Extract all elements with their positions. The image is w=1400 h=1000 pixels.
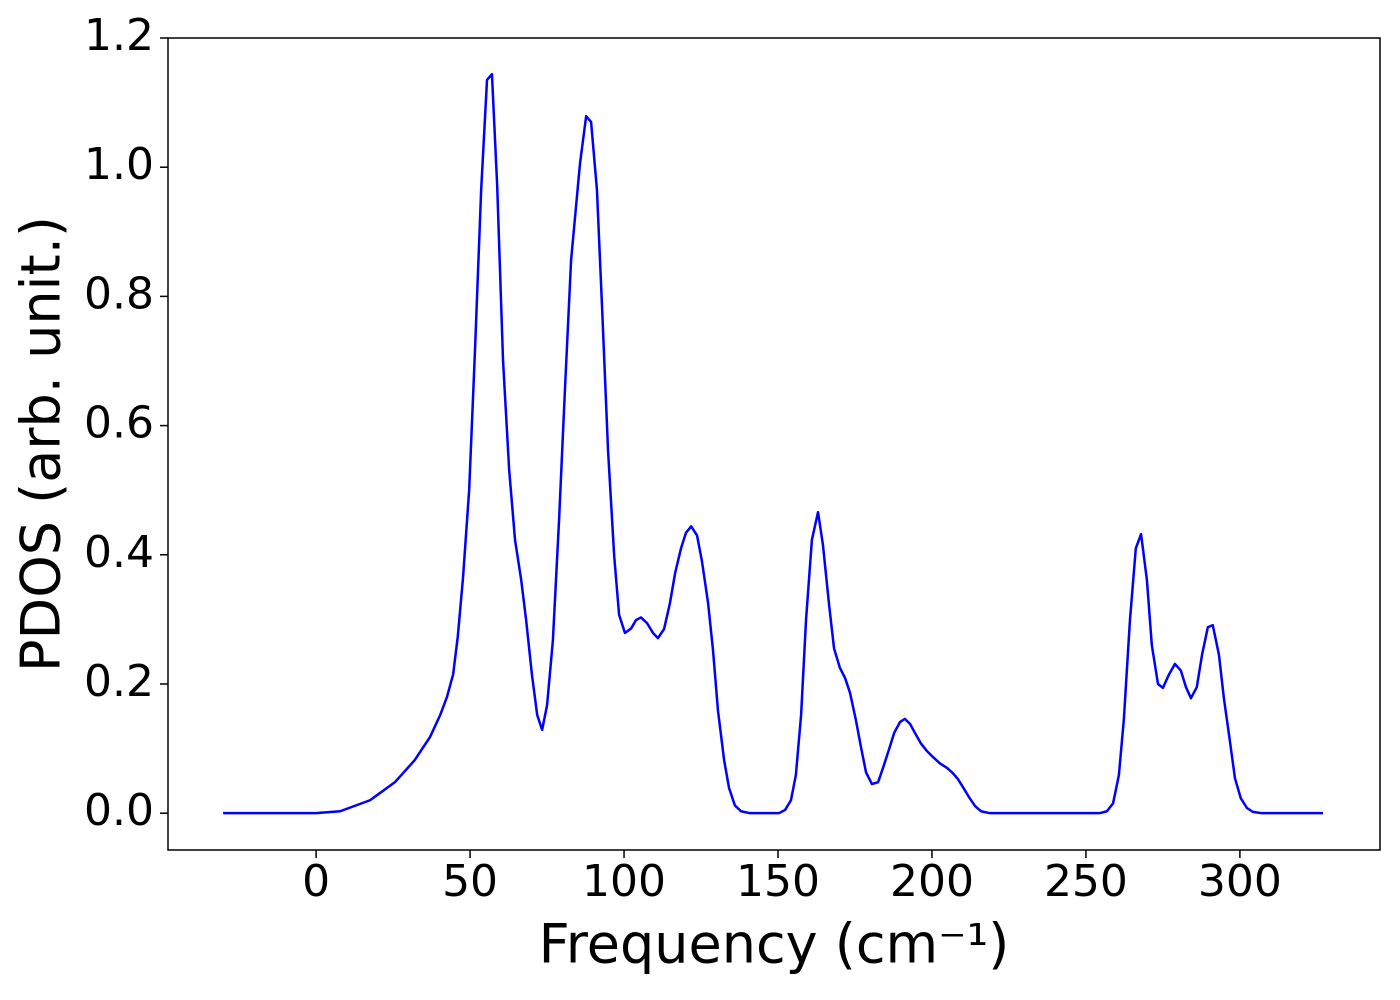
- x-tick-label: 150: [736, 856, 820, 907]
- data-line: [223, 72, 1324, 815]
- y-tick-label: 0.6: [84, 398, 154, 449]
- x-tick-label: 300: [1198, 856, 1282, 907]
- y-tick-label: 0.2: [84, 656, 154, 707]
- x-tick-label: 200: [890, 856, 974, 907]
- y-tick-label: 0.4: [84, 527, 154, 578]
- plot-frame: [167, 37, 1381, 851]
- y-tick-label: 0.8: [84, 268, 154, 319]
- y-tick-label: 1.2: [84, 10, 154, 61]
- x-tick-label: 0: [302, 856, 330, 907]
- x-tick-label: 100: [582, 856, 666, 907]
- y-tick-label: 0.0: [84, 785, 154, 836]
- x-tick-label: 50: [442, 856, 498, 907]
- y-axis-label: PDOS (arb. unit.): [10, 216, 73, 672]
- x-axis-label: Frequency (cm⁻¹): [539, 913, 1010, 976]
- x-tick-label: 250: [1044, 856, 1128, 907]
- y-tick-label: 1.0: [84, 139, 154, 190]
